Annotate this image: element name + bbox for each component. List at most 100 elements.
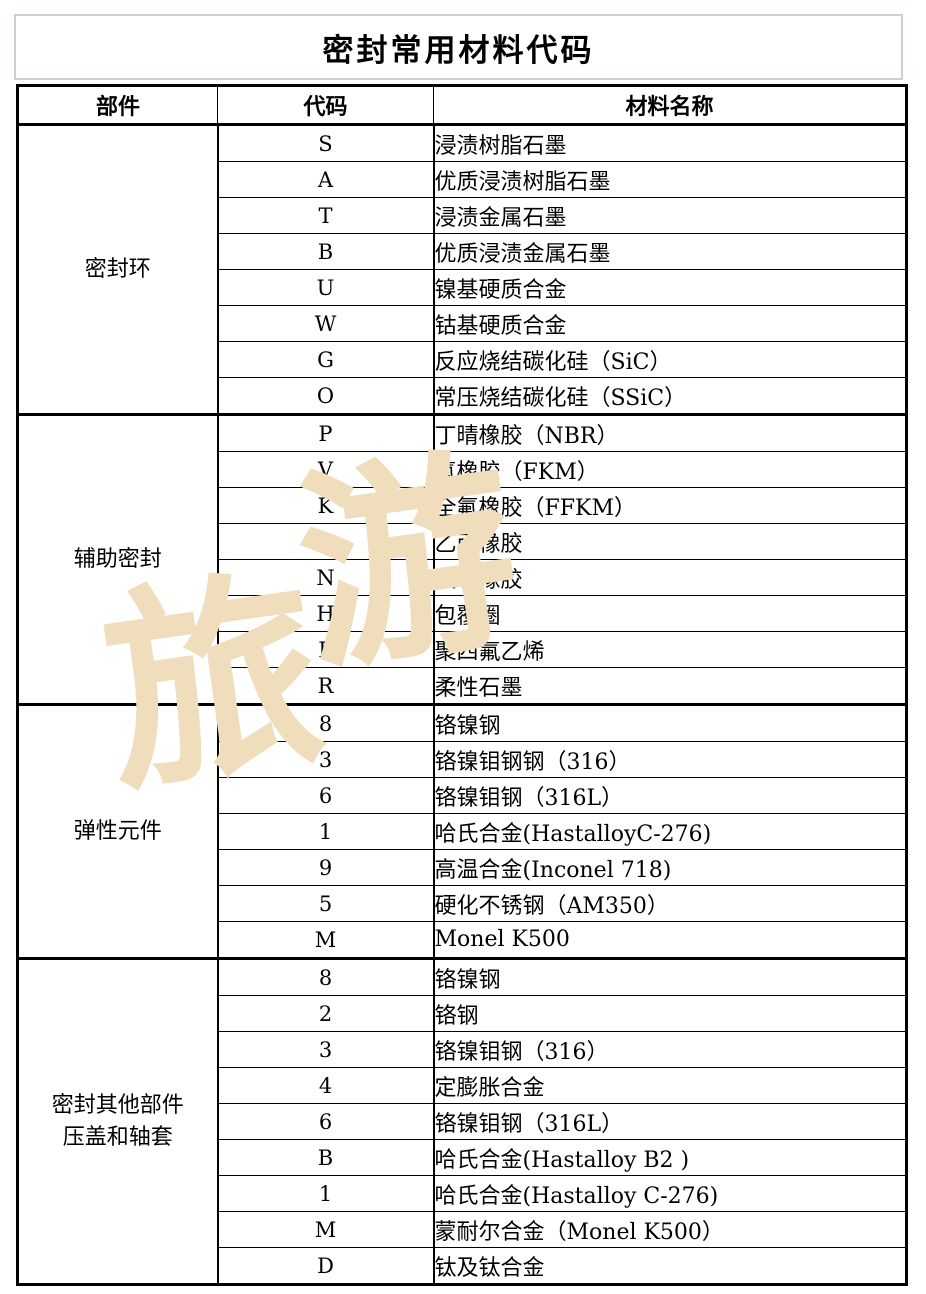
material-name-cell: 浸渍树脂石墨: [433, 123, 908, 162]
material-code-cell: 8: [217, 957, 435, 996]
material-name-cell: 镍基硬质合金: [433, 269, 908, 306]
table-row: T 浸渍金属石墨: [18, 197, 908, 234]
material-code-cell: A: [217, 161, 435, 198]
part-name-cell: 辅助密封: [16, 413, 219, 705]
material-name-cell: 优质浸渍金属石墨: [433, 233, 908, 270]
material-code-cell: F: [217, 631, 435, 668]
table-row: 密封环 S 浸渍树脂石墨: [16, 123, 908, 415]
material-name-cell: 铬镍钢: [433, 703, 908, 742]
material-code-cell: 1: [217, 1175, 435, 1212]
table-row: G 反应烧结碳化硅（SiC）: [18, 341, 908, 378]
table-row: 辅助密封 P 丁晴橡胶（NBR）: [16, 413, 908, 705]
material-code-cell: 4: [217, 1067, 435, 1104]
material-name-cell: Monel K500: [433, 921, 908, 959]
column-header-part: 部件: [16, 84, 218, 126]
table-row: 9 高温合金(Inconel 718): [18, 849, 908, 886]
table-row: D 钛及钛合金: [18, 1247, 908, 1286]
material-name-cell: 硬化不锈钢（AM350）: [433, 885, 908, 922]
material-code-cell: E: [217, 523, 435, 560]
material-name-cell: 乙丙橡胶: [433, 523, 908, 560]
material-code-cell: O: [217, 377, 435, 415]
table-row: B 哈氏合金(Hastalloy B2 ): [18, 1139, 908, 1176]
table-row: 1 哈氏合金(HastalloyC-276): [18, 813, 908, 850]
material-name-cell: 氯丁橡胶: [433, 559, 908, 596]
table-row: M 蒙耐尔合金（Monel K500）: [18, 1211, 908, 1248]
part-name-cell: 密封其他部件 压盖和轴套: [16, 957, 219, 1285]
material-name-cell: 全氟橡胶（FFKM）: [433, 487, 908, 524]
table-row: B 优质浸渍金属石墨: [18, 233, 908, 270]
document-title-block: 密封常用材料代码: [14, 14, 903, 80]
table-row: R 柔性石墨: [18, 667, 908, 705]
material-name-cell: 钴基硬质合金: [433, 305, 908, 342]
material-name-cell: 聚四氟乙烯: [433, 631, 908, 668]
material-name-cell: 反应烧结碳化硅（SiC）: [433, 341, 908, 378]
material-code-cell: 1: [217, 813, 435, 850]
material-code-cell: 8: [217, 703, 435, 742]
material-code-cell: 6: [217, 1103, 435, 1140]
material-name-cell: 丁晴橡胶（NBR）: [433, 413, 908, 452]
material-name-cell: 蒙耐尔合金（Monel K500）: [433, 1211, 908, 1248]
material-code-cell: G: [217, 341, 435, 378]
table-row: N 氯丁橡胶: [18, 559, 908, 596]
table-row: 1 哈氏合金(Hastalloy C-276): [18, 1175, 908, 1212]
material-name-cell: 包覆圈: [433, 595, 908, 632]
material-name-cell: 定膨胀合金: [433, 1067, 908, 1104]
material-name-cell: 哈氏合金(Hastalloy B2 ): [433, 1139, 908, 1176]
material-name-cell: 常压烧结碳化硅（SSiC）: [433, 377, 908, 415]
material-name-cell: 优质浸渍树脂石墨: [433, 161, 908, 198]
table-row: 6 铬镍钼钢（316L）: [18, 777, 908, 814]
table-row: K 全氟橡胶（FFKM）: [18, 487, 908, 524]
table-row: O 常压烧结碳化硅（SSiC）: [18, 377, 908, 415]
material-name-cell: 氟橡胶（FKM）: [433, 451, 908, 488]
material-code-cell: D: [217, 1247, 435, 1286]
material-code-cell: 5: [217, 885, 435, 922]
material-name-cell: 铬镍钼钢钢（316）: [433, 741, 908, 778]
material-name-cell: 钛及钛合金: [433, 1247, 908, 1286]
material-code-cell: S: [217, 123, 435, 162]
material-name-cell: 哈氏合金(Hastalloy C-276): [433, 1175, 908, 1212]
table-row: 密封其他部件 压盖和轴套 8 铬镍钢: [16, 957, 908, 1285]
material-code-cell: K: [217, 487, 435, 524]
material-name-cell: 铬镍钼钢（316L）: [433, 1103, 908, 1140]
material-code-cell: 2: [217, 995, 435, 1032]
material-code-table: 部件 代码 材料名称 密封环 S 浸渍树脂石墨 A 优质浸渍树脂石墨 T 浸渍金属石墨 B 优质…: [16, 84, 908, 1286]
material-code-cell: R: [217, 667, 435, 705]
material-code-cell: 9: [217, 849, 435, 886]
material-name-cell: 铬镍钢: [433, 957, 908, 996]
material-code-cell: 3: [217, 741, 435, 778]
table-row: 弹性元件 8 铬镍钢: [16, 703, 908, 959]
material-name-cell: 铬镍钼钢（316L）: [433, 777, 908, 814]
material-name-cell: 高温合金(Inconel 718): [433, 849, 908, 886]
table-row: F 聚四氟乙烯: [18, 631, 908, 668]
material-code-cell: N: [217, 559, 435, 596]
material-code-cell: W: [217, 305, 435, 342]
table-body: 密封环 S 浸渍树脂石墨 A 优质浸渍树脂石墨 T 浸渍金属石墨 B 优质浸渍金属石墨 U 镍基硬质…: [16, 123, 908, 1286]
material-code-cell: H: [217, 595, 435, 632]
material-name-cell: 浸渍金属石墨: [433, 197, 908, 234]
table-row: V 氟橡胶（FKM）: [18, 451, 908, 488]
material-code-cell: M: [217, 1211, 435, 1248]
material-code-cell: P: [217, 413, 435, 452]
material-code-cell: U: [217, 269, 435, 306]
table-row: E 乙丙橡胶: [18, 523, 908, 560]
material-code-cell: B: [217, 233, 435, 270]
material-name-cell: 哈氏合金(HastalloyC-276): [433, 813, 908, 850]
part-name-cell: 密封环: [16, 123, 219, 415]
header-row: 部件 代码 材料名称: [16, 84, 908, 126]
table-header: 部件 代码 材料名称: [16, 84, 908, 126]
material-code-cell: 3: [217, 1031, 435, 1068]
material-code-cell: M: [217, 921, 435, 959]
table-row: M Monel K500: [18, 921, 908, 959]
material-code-cell: V: [217, 451, 435, 488]
material-code-cell: T: [217, 197, 435, 234]
material-code-cell: 6: [217, 777, 435, 814]
material-code-cell: B: [217, 1139, 435, 1176]
table-row: 4 定膨胀合金: [18, 1067, 908, 1104]
table-row: 6 铬镍钼钢（316L）: [18, 1103, 908, 1140]
page-title: 密封常用材料代码: [322, 32, 595, 69]
column-header-code: 代码: [217, 84, 434, 126]
part-name-cell: 弹性元件: [16, 703, 219, 959]
table-row: A 优质浸渍树脂石墨: [18, 161, 908, 198]
material-name-cell: 铬钢: [433, 995, 908, 1032]
column-header-material: 材料名称: [433, 84, 908, 126]
